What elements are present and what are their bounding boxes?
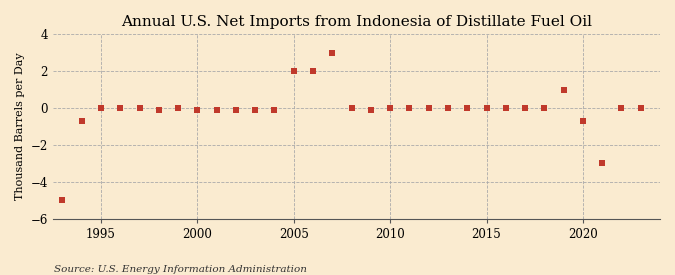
Point — [57, 198, 68, 202]
Point — [134, 106, 145, 110]
Point — [462, 106, 472, 110]
Point — [558, 87, 569, 92]
Title: Annual U.S. Net Imports from Indonesia of Distillate Fuel Oil: Annual U.S. Net Imports from Indonesia o… — [121, 15, 592, 29]
Point — [423, 106, 434, 110]
Point — [443, 106, 454, 110]
Point — [269, 108, 280, 112]
Point — [192, 108, 202, 112]
Point — [250, 108, 261, 112]
Point — [346, 106, 357, 110]
Point — [385, 106, 396, 110]
Point — [96, 106, 107, 110]
Point — [578, 119, 589, 123]
Point — [481, 106, 492, 110]
Point — [365, 108, 376, 112]
Point — [76, 119, 87, 123]
Point — [327, 51, 338, 55]
Y-axis label: Thousand Barrels per Day: Thousand Barrels per Day — [15, 53, 25, 200]
Point — [404, 106, 415, 110]
Point — [520, 106, 531, 110]
Point — [288, 69, 299, 73]
Point — [173, 106, 184, 110]
Text: Source: U.S. Energy Information Administration: Source: U.S. Energy Information Administ… — [54, 265, 307, 274]
Point — [115, 106, 126, 110]
Point — [500, 106, 511, 110]
Point — [308, 69, 319, 73]
Point — [597, 161, 608, 166]
Point — [231, 108, 242, 112]
Point — [635, 106, 646, 110]
Point — [539, 106, 549, 110]
Point — [211, 108, 222, 112]
Point — [153, 108, 164, 112]
Point — [616, 106, 627, 110]
